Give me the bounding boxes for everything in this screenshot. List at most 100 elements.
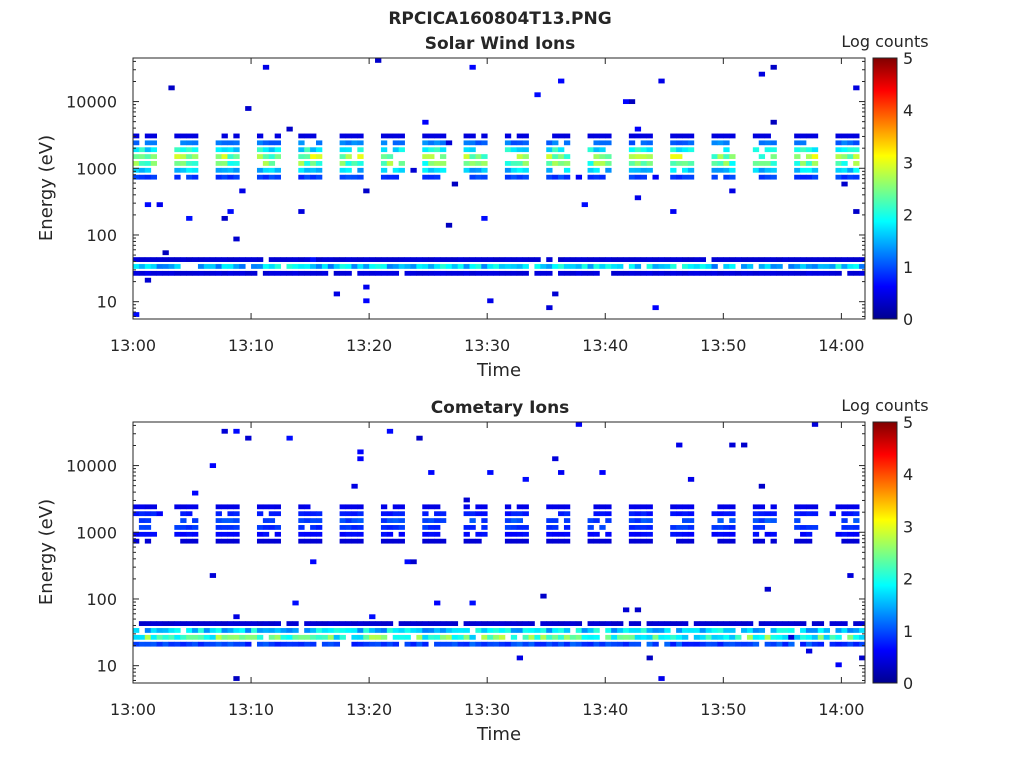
- heatmap-cell: [186, 147, 193, 153]
- heatmap-cell: [475, 140, 482, 146]
- heatmap-cell: [133, 161, 140, 166]
- heatmap-cell: [138, 270, 146, 276]
- heatmap-cell: [764, 531, 771, 537]
- heatmap-cell: [687, 174, 695, 180]
- heatmap-cell: [493, 621, 500, 626]
- heatmap-cell: [522, 621, 529, 626]
- heatmap-cell: [605, 634, 612, 640]
- heatmap-cell: [658, 634, 665, 640]
- heatmap-cell: [351, 518, 358, 523]
- heatmap-cell: [398, 538, 405, 544]
- heatmap-cell: [162, 257, 169, 262]
- heatmap-cell: [853, 147, 860, 153]
- heatmap-cell: [215, 538, 222, 544]
- heatmap-cell: [451, 628, 459, 633]
- heatmap-cell: [510, 511, 518, 517]
- heatmap-cell: [428, 525, 435, 530]
- heatmap-cell: [192, 641, 199, 647]
- heatmap-cell: [168, 257, 175, 262]
- heatmap-cell: [215, 511, 222, 517]
- heatmap-cell: [788, 634, 795, 640]
- heatmap-cell: [144, 525, 152, 530]
- heatmap-cell: [144, 161, 152, 166]
- heatmap-cell: [499, 621, 506, 626]
- heatmap-cell: [180, 511, 187, 517]
- heatmap-cell: [646, 133, 653, 139]
- heatmap-cell: [670, 209, 677, 214]
- heatmap-cell: [640, 628, 647, 633]
- heatmap-cell: [687, 531, 695, 537]
- heatmap-cell: [439, 518, 447, 523]
- heatmap-cell: [682, 628, 689, 633]
- heatmap-cell: [451, 621, 459, 626]
- heatmap-cells: [133, 422, 866, 681]
- heatmap-cell: [729, 188, 736, 194]
- heatmap-cell: [345, 147, 352, 153]
- heatmap-cell: [581, 202, 588, 208]
- heatmap-cell: [221, 270, 228, 276]
- heatmap-cell: [256, 538, 264, 544]
- heatmap-cell: [251, 257, 258, 262]
- heatmap-cell: [776, 270, 783, 276]
- heatmap-cell: [150, 621, 158, 626]
- heatmap-cell: [310, 511, 317, 517]
- heatmap-cell: [286, 264, 293, 269]
- heatmap-cell: [829, 634, 836, 640]
- heatmap-cell: [522, 140, 529, 146]
- heatmap-cell: [676, 154, 683, 159]
- heatmap-cell: [386, 525, 394, 530]
- heatmap-cell: [652, 641, 659, 647]
- heatmap-cell: [144, 133, 152, 139]
- heatmap-cell: [138, 518, 146, 523]
- heatmap-cell: [310, 525, 317, 530]
- heatmap-cell: [298, 161, 305, 166]
- heatmap-cell: [841, 154, 848, 159]
- heatmap-cell: [321, 634, 329, 640]
- heatmap-cell: [398, 621, 405, 626]
- heatmap-cell: [634, 126, 642, 132]
- heatmap-cell: [723, 525, 730, 530]
- heatmap-cell: [333, 264, 341, 269]
- heatmap-cell: [558, 621, 565, 626]
- heatmap-cell: [268, 270, 276, 276]
- heatmap-cell: [687, 167, 695, 173]
- heatmap-cell: [357, 621, 364, 626]
- heatmap-cell: [186, 154, 193, 159]
- heatmap-cell: [829, 257, 836, 262]
- heatmap-cell: [776, 257, 783, 262]
- heatmap-cell: [262, 174, 270, 180]
- heatmap-cell: [487, 628, 494, 633]
- heatmap-cell: [841, 525, 848, 530]
- heatmap-cell: [256, 621, 264, 626]
- heatmap-cell: [203, 270, 211, 276]
- heatmap-cell: [847, 511, 854, 517]
- heatmap-cell: [339, 504, 346, 510]
- heatmap-cell: [304, 504, 311, 510]
- heatmap-cell: [563, 264, 571, 269]
- heatmap-cell: [280, 270, 287, 276]
- heatmap-cell: [782, 641, 789, 647]
- heatmap-cell: [227, 628, 234, 633]
- heatmap-cell: [587, 270, 594, 276]
- heatmap-cell: [770, 634, 777, 640]
- heatmap-cell: [434, 504, 441, 510]
- heatmap-cell: [469, 634, 476, 640]
- heatmap-cell: [345, 621, 352, 626]
- heatmap-cell: [558, 161, 565, 166]
- heatmap-cell: [233, 621, 240, 626]
- heatmap-cell: [316, 264, 323, 269]
- heatmap-cell: [316, 167, 323, 173]
- heatmap-cell: [847, 140, 854, 146]
- heatmap-cell: [375, 628, 382, 633]
- heatmap-cell: [652, 305, 659, 311]
- heatmap-cell: [729, 641, 736, 647]
- heatmap-cell: [552, 628, 559, 633]
- heatmap-cell: [723, 147, 730, 153]
- heatmap-cell: [634, 525, 642, 530]
- heatmap-cell: [664, 257, 671, 262]
- heatmap-cell: [469, 270, 476, 276]
- heatmap-cell: [298, 511, 305, 517]
- heatmap-cell: [227, 641, 234, 647]
- heatmap-cell: [268, 257, 276, 262]
- heatmap-cell: [841, 518, 848, 523]
